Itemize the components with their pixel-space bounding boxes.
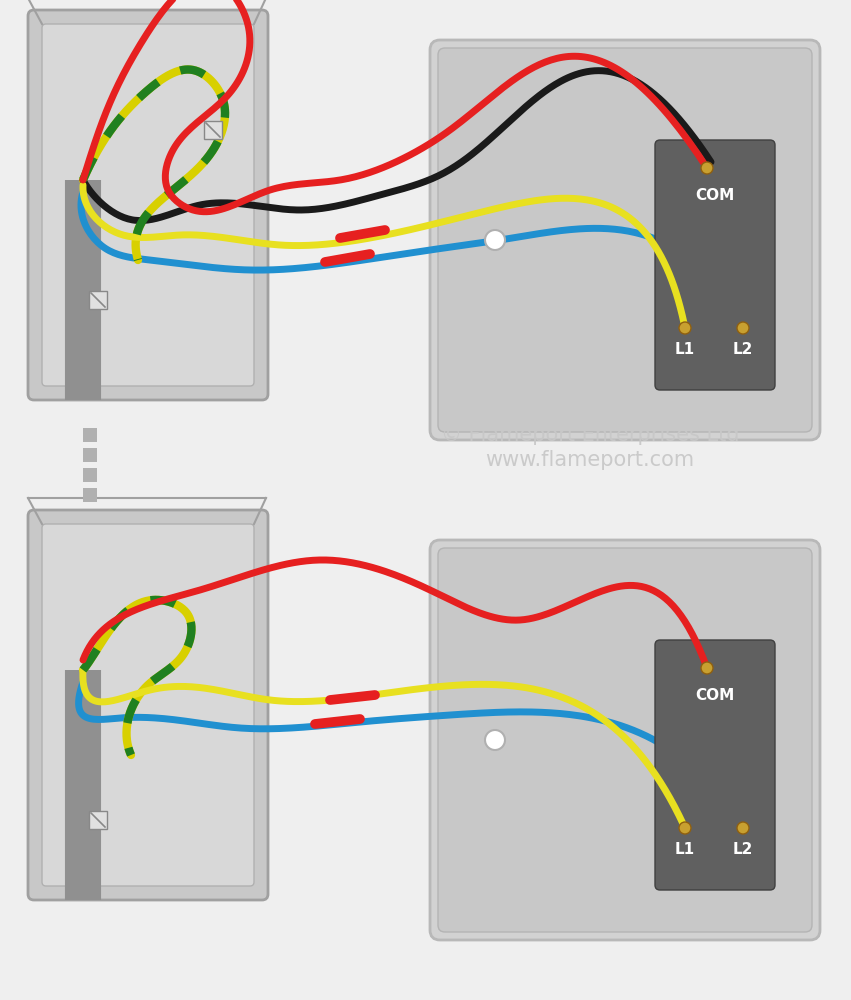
- Circle shape: [737, 822, 749, 834]
- Bar: [83, 428, 97, 442]
- Circle shape: [679, 822, 691, 834]
- Text: COM: COM: [695, 688, 734, 702]
- FancyBboxPatch shape: [28, 510, 268, 900]
- Bar: [83, 488, 97, 502]
- Circle shape: [679, 322, 691, 334]
- Circle shape: [737, 322, 749, 334]
- Bar: [89, 811, 107, 829]
- Text: L2: L2: [733, 342, 753, 358]
- FancyBboxPatch shape: [655, 140, 775, 390]
- Bar: [89, 291, 107, 309]
- FancyBboxPatch shape: [655, 640, 775, 890]
- Circle shape: [745, 730, 765, 750]
- Circle shape: [745, 230, 765, 250]
- Text: COM: COM: [695, 188, 734, 202]
- FancyBboxPatch shape: [438, 48, 812, 432]
- Bar: [83, 468, 97, 482]
- Text: www.flameport.com: www.flameport.com: [485, 450, 694, 470]
- FancyBboxPatch shape: [42, 24, 254, 386]
- FancyBboxPatch shape: [28, 10, 268, 400]
- Circle shape: [701, 662, 713, 674]
- Circle shape: [485, 230, 505, 250]
- Bar: [83, 448, 97, 462]
- Bar: [204, 121, 222, 139]
- Text: L1: L1: [675, 342, 695, 358]
- Text: © Flameport Enterprises Ltd: © Flameport Enterprises Ltd: [441, 425, 740, 445]
- Text: L1: L1: [675, 842, 695, 857]
- FancyBboxPatch shape: [438, 548, 812, 932]
- Circle shape: [701, 162, 713, 174]
- Circle shape: [485, 730, 505, 750]
- FancyBboxPatch shape: [430, 540, 820, 940]
- Text: L2: L2: [733, 842, 753, 857]
- FancyBboxPatch shape: [42, 524, 254, 886]
- FancyBboxPatch shape: [430, 40, 820, 440]
